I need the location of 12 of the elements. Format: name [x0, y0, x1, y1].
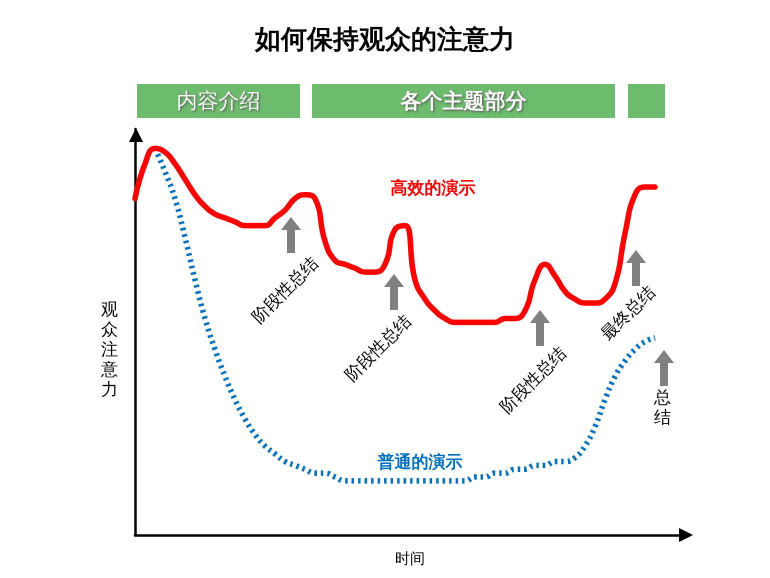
annotation: 阶段性总结 [247, 252, 324, 328]
annotation: 阶段性总结 [340, 310, 416, 386]
y-axis-title: 观众注意力 [101, 300, 118, 400]
series-label: 高效的演示 [390, 178, 476, 200]
text: 各个主题部分 [400, 88, 526, 115]
chart-title: 如何保持观众的注意力 [254, 25, 515, 55]
annotation: 阶段性总结 [495, 342, 572, 418]
x-axis-title: 时间 [395, 550, 425, 568]
series-label: 普通的演示 [378, 452, 462, 474]
annotation: 最终总结 [596, 281, 660, 346]
text: 内容介绍 [176, 88, 260, 115]
annotation: 总结 [654, 388, 671, 428]
